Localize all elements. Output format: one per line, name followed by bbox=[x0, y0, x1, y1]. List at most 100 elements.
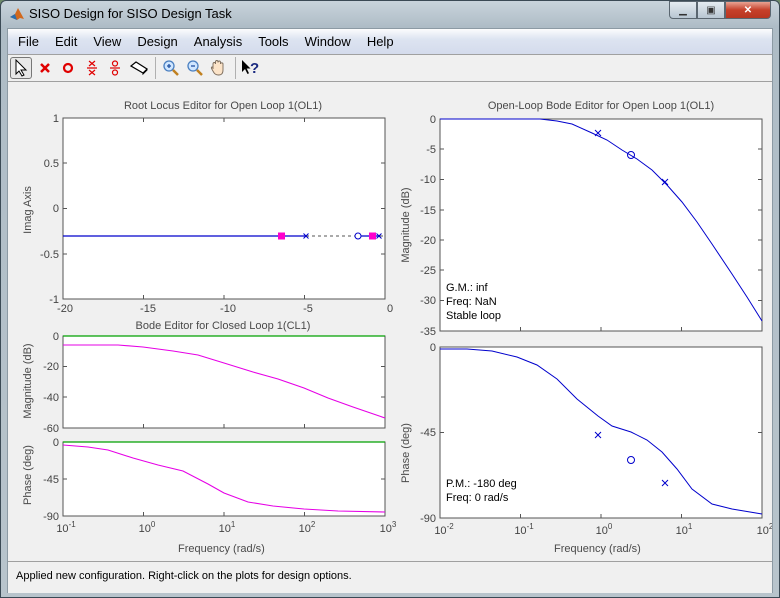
ol-pole-marker-icon[interactable] bbox=[661, 479, 669, 487]
gm-frequency-text: Freq: NaN bbox=[446, 296, 497, 308]
toolbar: ? bbox=[8, 55, 772, 82]
stability-text: Stable loop bbox=[446, 310, 501, 322]
closed-loop-bode-plot[interactable]: 0 -20 -40 -60 0 -45 -90 10-1 100 101 102… bbox=[8, 329, 398, 549]
ol-mag-ytick: 0 bbox=[430, 114, 436, 126]
status-bar: Applied new configuration. Right-click o… bbox=[8, 561, 772, 593]
zero-o-icon bbox=[62, 62, 74, 74]
window-title: SISO Design for SISO Design Task bbox=[29, 6, 232, 21]
svg-text:100: 100 bbox=[596, 522, 613, 537]
rl-xtick: -20 bbox=[57, 303, 73, 315]
ol-mag-ytick: -20 bbox=[420, 235, 436, 247]
status-message: Applied new configuration. Right-click o… bbox=[16, 570, 352, 582]
pm-frequency-text: Freq: 0 rad/s bbox=[446, 492, 509, 504]
ol-mag-ytick: -30 bbox=[420, 295, 436, 307]
eraser-icon bbox=[129, 61, 148, 75]
menu-help[interactable]: Help bbox=[366, 33, 394, 49]
ol-phase-curve bbox=[440, 348, 763, 515]
svg-text:?: ? bbox=[250, 60, 259, 77]
menu-edit[interactable]: Edit bbox=[54, 33, 78, 49]
svg-text:102: 102 bbox=[299, 520, 316, 535]
root-locus-plot[interactable]: 1 0.5 0 -0.5 -1 -20 -15 -10 -5 0 bbox=[8, 109, 398, 334]
toolbar-separator bbox=[155, 57, 156, 79]
minimize-button[interactable]: ▁ bbox=[669, 1, 697, 19]
rl-ytick: 1 bbox=[53, 113, 59, 125]
cl-phase-curve bbox=[62, 444, 386, 513]
context-help-icon: ? bbox=[241, 60, 259, 77]
pan-button[interactable] bbox=[207, 57, 229, 79]
open-loop-bode-plot[interactable]: 0 -5 -10 -15 -20 -25 -30 -35 0 -45 -90 1… bbox=[392, 109, 772, 549]
rl-xtick: -5 bbox=[303, 303, 313, 315]
hand-icon bbox=[210, 60, 224, 76]
zoom-out-button[interactable] bbox=[184, 57, 206, 79]
cl-phase-ytick: -90 bbox=[43, 511, 59, 523]
menu-design[interactable]: Design bbox=[137, 33, 178, 49]
ol-pole-marker-icon[interactable] bbox=[594, 431, 602, 439]
svg-text:10-2: 10-2 bbox=[434, 522, 454, 537]
open-loop-pole-icon[interactable] bbox=[303, 233, 309, 239]
menu-analysis[interactable]: Analysis bbox=[193, 33, 243, 49]
closed-loop-pole-marker[interactable] bbox=[278, 232, 285, 240]
add-complex-zero-button[interactable] bbox=[104, 57, 126, 79]
pole-x-icon bbox=[39, 63, 50, 73]
ol-phase-ytick: -45 bbox=[420, 427, 436, 439]
cl-mag-ytick: -20 bbox=[43, 361, 59, 373]
svg-text:10-1: 10-1 bbox=[514, 522, 534, 537]
svg-text:10-1: 10-1 bbox=[56, 520, 76, 535]
cl-magnitude-curve bbox=[63, 344, 386, 419]
complex-pole-icon bbox=[86, 60, 97, 76]
select-tool-button[interactable] bbox=[10, 57, 32, 79]
svg-text:101: 101 bbox=[676, 522, 693, 537]
closed-loop-bode-title: Bode Editor for Closed Loop 1(CL1) bbox=[135, 320, 311, 332]
ol-zero-marker-icon[interactable] bbox=[627, 456, 635, 464]
erase-button[interactable] bbox=[128, 57, 150, 79]
rl-ytick: 0 bbox=[53, 203, 59, 215]
zoom-in-icon bbox=[163, 60, 179, 76]
cl-mag-ytick: 0 bbox=[53, 331, 59, 343]
menu-file[interactable]: File bbox=[18, 33, 39, 49]
zoom-in-button[interactable] bbox=[160, 57, 182, 79]
gain-margin-text: G.M.: inf bbox=[446, 282, 489, 294]
cl-phase-ytick: 0 bbox=[53, 437, 59, 449]
title-bar: SISO Design for SISO Design Task ▁ ▣ ✕ bbox=[1, 1, 779, 27]
closed-loop-pole-marker[interactable] bbox=[369, 232, 376, 240]
rl-xtick: -15 bbox=[140, 303, 156, 315]
root-locus-title: Root Locus Editor for Open Loop 1(OL1) bbox=[123, 100, 323, 112]
ol-pole-marker-icon[interactable] bbox=[594, 129, 602, 137]
add-real-pole-button[interactable] bbox=[34, 57, 56, 79]
open-loop-zero-icon[interactable] bbox=[354, 232, 362, 240]
menu-view[interactable]: View bbox=[93, 33, 122, 49]
svg-text:101: 101 bbox=[219, 520, 236, 535]
ol-phase-ytick: -90 bbox=[420, 513, 436, 525]
ol-mag-ytick: -35 bbox=[420, 326, 436, 338]
client-area: File Edit View Design Analysis Tools Win… bbox=[7, 28, 773, 593]
add-real-zero-button[interactable] bbox=[57, 57, 79, 79]
zoom-out-icon bbox=[186, 60, 203, 76]
close-icon: ✕ bbox=[743, 4, 753, 16]
rl-ytick: -0.5 bbox=[40, 249, 59, 261]
maximize-button[interactable]: ▣ bbox=[697, 1, 725, 19]
ol-zero-marker-icon[interactable] bbox=[627, 151, 635, 159]
ol-pole-marker-icon[interactable] bbox=[661, 178, 669, 186]
whats-this-button[interactable]: ? bbox=[240, 57, 262, 79]
matlab-logo-icon bbox=[10, 8, 24, 20]
ol-magnitude-curve bbox=[440, 118, 763, 322]
ol-mag-ytick: -5 bbox=[426, 144, 436, 156]
menu-tools[interactable]: Tools bbox=[258, 33, 289, 49]
open-loop-pole-icon[interactable] bbox=[376, 233, 382, 239]
add-complex-pole-button[interactable] bbox=[81, 57, 103, 79]
cl-phase-ytick: -45 bbox=[43, 474, 59, 486]
maximize-icon: ▣ bbox=[706, 4, 716, 16]
complex-zero-icon bbox=[110, 60, 120, 76]
minimize-icon: ▁ bbox=[679, 4, 687, 16]
ol-mag-ytick: -10 bbox=[420, 174, 436, 186]
rl-ytick: 0.5 bbox=[44, 158, 59, 170]
rl-ytick: -1 bbox=[49, 294, 59, 306]
open-loop-bode-title: Open-Loop Bode Editor for Open Loop 1(OL… bbox=[487, 100, 715, 112]
arrow-cursor-icon bbox=[15, 59, 28, 77]
menu-window[interactable]: Window bbox=[304, 33, 351, 49]
svg-text:102: 102 bbox=[757, 522, 772, 537]
close-button[interactable]: ✕ bbox=[725, 1, 771, 19]
rl-xtick: 0 bbox=[387, 303, 393, 315]
ol-mag-ytick: -25 bbox=[420, 265, 436, 277]
